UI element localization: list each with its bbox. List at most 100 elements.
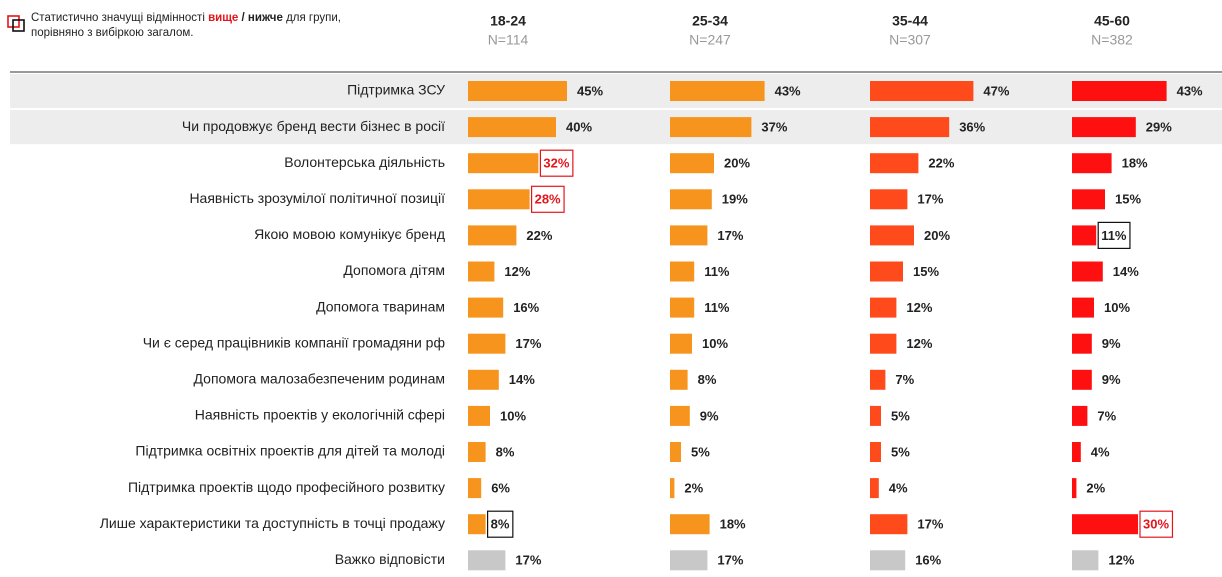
bar	[1072, 333, 1092, 354]
bar	[670, 261, 695, 282]
bar	[1072, 261, 1103, 282]
bar	[670, 550, 708, 571]
bar	[1072, 81, 1167, 101]
group-n: N=382	[1091, 32, 1133, 48]
legend-text: Статистично значущі відмінності вище / н…	[31, 12, 341, 24]
value-label: 12%	[1108, 553, 1134, 568]
value-label: 12%	[906, 300, 932, 315]
row-shade	[10, 73, 1222, 109]
value-label: 40%	[566, 120, 592, 135]
lower-box	[1097, 221, 1131, 249]
bar	[670, 333, 692, 354]
bar	[870, 81, 974, 101]
category-label: Чи продовжує бренд вести бізнес в росії	[182, 118, 445, 134]
value-label: 8%	[496, 444, 515, 459]
bar	[468, 189, 530, 210]
bar	[670, 81, 765, 101]
group-n: N=247	[689, 32, 731, 48]
value-label: 5%	[691, 444, 710, 459]
bar	[1072, 442, 1081, 462]
group-name: 45-60	[1094, 13, 1130, 29]
category-label: Підтримка ЗСУ	[347, 82, 445, 98]
value-label: 10%	[1104, 300, 1130, 315]
bar	[670, 189, 712, 210]
value-label: 17%	[717, 553, 743, 568]
bar	[1072, 225, 1097, 246]
value-label: 7%	[895, 372, 914, 387]
value-label: 22%	[928, 156, 954, 171]
value-label: 17%	[917, 517, 943, 532]
bar	[1072, 369, 1092, 390]
row-shade	[10, 110, 1222, 145]
bar	[870, 405, 881, 426]
value-label: 17%	[515, 336, 541, 351]
legend-part: Статистично значущі відмінності	[31, 12, 208, 24]
bar	[468, 550, 506, 571]
value-label: 36%	[959, 120, 985, 135]
value-label: 45%	[577, 83, 603, 98]
value-label: 32%	[543, 156, 569, 171]
value-label: 17%	[717, 228, 743, 243]
value-label: 17%	[515, 553, 541, 568]
higher-box	[539, 149, 574, 177]
bar	[870, 153, 919, 174]
category-label: Підтримка проектів щодо професійного роз…	[128, 479, 445, 495]
value-label: 2%	[684, 481, 703, 496]
bar	[468, 514, 486, 535]
bar	[468, 333, 506, 354]
value-label: 12%	[906, 336, 932, 351]
lower-box	[487, 510, 514, 538]
value-label: 6%	[491, 481, 510, 496]
value-label: 4%	[1091, 444, 1110, 459]
value-label: 43%	[775, 83, 801, 98]
group-n: N=307	[889, 32, 931, 48]
value-label: 9%	[1102, 372, 1121, 387]
value-label: 28%	[535, 192, 561, 207]
value-label: 2%	[1086, 481, 1105, 496]
bar	[468, 81, 567, 101]
value-label: 20%	[924, 228, 950, 243]
legend-text: порівняно з вибіркою загалом.	[31, 27, 193, 39]
value-label: 19%	[722, 192, 748, 207]
value-label: 16%	[513, 300, 539, 315]
category-label: Наявність зрозумілої політичної позиції	[189, 190, 445, 206]
bar	[1072, 478, 1077, 499]
value-label: 15%	[1115, 192, 1141, 207]
bar	[870, 297, 897, 318]
bar	[870, 261, 903, 282]
value-label: 16%	[915, 553, 941, 568]
higher-box	[530, 185, 565, 213]
category-label: Підтримка освітніх проектів для дітей та…	[135, 443, 445, 459]
legend-part: /	[238, 12, 248, 24]
bar	[468, 442, 486, 462]
value-label: 47%	[983, 83, 1009, 98]
category-label: Чи є серед працівників компанії громадян…	[143, 334, 445, 350]
bar	[468, 478, 482, 499]
bar	[468, 405, 490, 426]
bar	[1072, 514, 1138, 535]
bar	[1072, 117, 1136, 138]
value-label: 4%	[889, 481, 908, 496]
group-name: 18-24	[490, 13, 526, 29]
value-label: 29%	[1146, 120, 1172, 135]
legend-part: для групи,	[283, 12, 341, 24]
bar	[468, 261, 495, 282]
bar	[468, 297, 504, 318]
value-label: 9%	[700, 408, 719, 423]
bar	[870, 369, 886, 390]
category-label: Допомога малозабезпеченим родинам	[194, 371, 445, 387]
bar	[670, 297, 695, 318]
value-label: 18%	[1122, 156, 1148, 171]
bar	[468, 225, 517, 246]
category-label: Важко відповісти	[335, 551, 445, 567]
bar	[1072, 297, 1094, 318]
value-label: 14%	[509, 372, 535, 387]
bar	[468, 369, 499, 390]
category-label: Лише характеристики та доступність в точ…	[100, 515, 445, 531]
value-label: 12%	[504, 264, 530, 279]
group-n: N=114	[488, 32, 529, 48]
group-name: 35-44	[892, 13, 928, 29]
bar	[870, 225, 914, 246]
legend-icon-lower	[12, 19, 25, 32]
